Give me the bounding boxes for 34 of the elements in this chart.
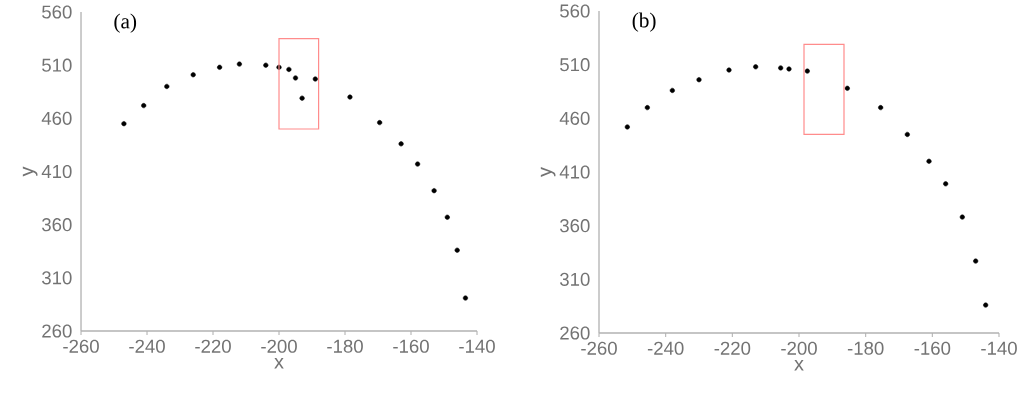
y-tick-label: 310: [560, 272, 590, 286]
y-tick-label: 460: [559, 111, 590, 125]
x-tick-label: -180: [847, 341, 884, 355]
x-tick-label: -220: [195, 339, 231, 353]
x-axis-title: x: [794, 359, 804, 371]
x-tick-label: -140: [459, 339, 495, 353]
x-tick-label: -180: [327, 339, 363, 353]
x-tick-label: -220: [714, 341, 751, 355]
y-tick-label: 410: [41, 164, 72, 179]
y-tick-label: 560: [560, 4, 590, 18]
chart-title: (a): [114, 13, 137, 33]
x-tick-label: -200: [781, 341, 817, 355]
x-tick-label: -160: [914, 341, 951, 355]
y-axis-title: y: [540, 167, 556, 177]
x-axis-title: x: [274, 357, 284, 369]
y-tick-label: 260: [560, 326, 590, 340]
x-tick-label: -260: [63, 339, 99, 353]
x-tick-label: -140: [981, 341, 1017, 355]
y-tick-label: 510: [560, 58, 590, 72]
y-tick-label: 410: [559, 165, 590, 179]
x-tick-label: -200: [261, 339, 297, 353]
y-axis-title: y: [22, 166, 38, 177]
chart-title: (b): [632, 12, 656, 32]
y-tick-label: 260: [42, 324, 72, 338]
x-tick-label: -160: [393, 339, 429, 353]
y-tick-label: 460: [41, 111, 72, 125]
y-tick-label: 310: [42, 271, 72, 285]
y-tick-label: 560: [42, 5, 72, 19]
y-tick-label: 360: [42, 218, 72, 232]
y-tick-label: 510: [42, 58, 72, 72]
x-tick-label: -260: [581, 341, 617, 355]
x-tick-label: -240: [129, 339, 165, 353]
x-tick-label: -240: [647, 341, 684, 355]
y-tick-label: 360: [560, 219, 590, 233]
